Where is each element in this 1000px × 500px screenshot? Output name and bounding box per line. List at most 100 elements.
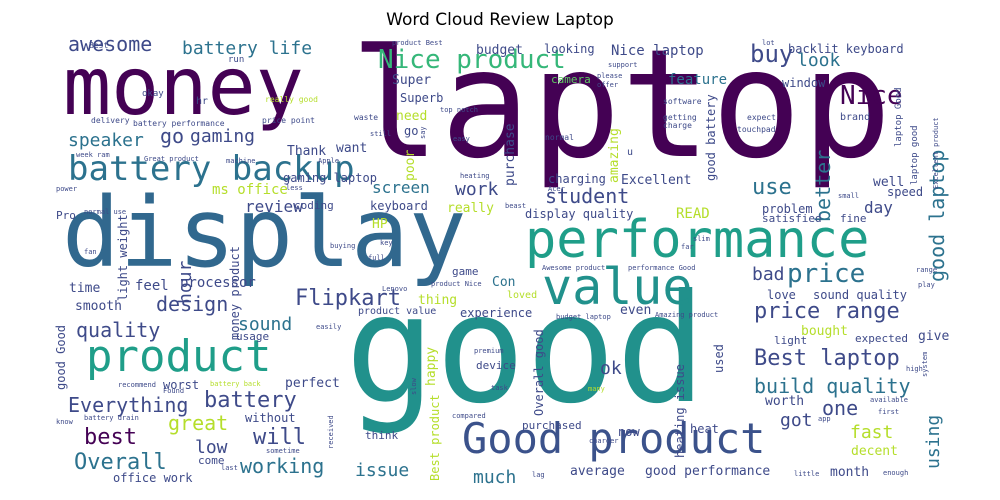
word-167: last — [221, 464, 238, 472]
word-43: fast — [850, 422, 894, 443]
word-26: sound — [238, 314, 293, 335]
word-cloud: laptop good display money performance value Go… — [50, 39, 950, 489]
word-58: camera — [551, 73, 591, 86]
word-96: light — [774, 334, 808, 347]
word-13: Best laptop — [754, 346, 900, 371]
word-7: product — [86, 331, 272, 382]
word-38: use — [752, 175, 792, 200]
word-144: play — [918, 281, 935, 289]
word-157: available — [870, 396, 908, 404]
word-93: bought — [801, 324, 848, 339]
word-82: time — [69, 281, 101, 296]
word-29: go — [160, 124, 185, 148]
word-40: ok — [600, 358, 622, 379]
word-41: one — [822, 396, 859, 420]
word-151: premium — [474, 347, 504, 355]
word-194: used — [712, 343, 726, 373]
word-78: well — [873, 175, 905, 190]
word-45: much — [473, 467, 517, 488]
word-179: less — [286, 184, 303, 192]
word-42: got — [780, 410, 813, 431]
word-36: buy — [750, 40, 794, 68]
word-118: battery performance — [133, 119, 225, 128]
word-21: will — [253, 425, 306, 450]
word-80: processor — [180, 275, 256, 291]
word-164: little — [794, 470, 820, 478]
word-76: fine — [840, 212, 867, 225]
word-77: day — [864, 198, 893, 217]
word-180: beast — [505, 202, 527, 210]
word-64: ms office — [212, 182, 288, 198]
word-200: Excellent product — [932, 117, 940, 190]
word-39: bad — [752, 264, 785, 285]
word-37: look — [797, 50, 841, 71]
word-135: Acer — [548, 185, 565, 193]
word-116: okay — [142, 89, 164, 99]
word-140: full — [368, 254, 385, 262]
word-104: purchased — [522, 419, 582, 432]
chart-title: Word Cloud Review Laptop — [386, 10, 614, 30]
word-30: gaming — [190, 126, 256, 147]
word-196: purchase — [503, 123, 518, 187]
word-89: experience — [460, 306, 533, 320]
word-27: awesome — [68, 39, 153, 56]
word-103: decent — [851, 444, 898, 459]
word-163: lag — [532, 471, 545, 479]
word-137: power — [56, 185, 78, 193]
word-73: display quality — [525, 207, 634, 221]
word-15: Flipkart — [295, 286, 401, 311]
word-19: Overall — [74, 450, 167, 475]
word-191: happy — [424, 346, 439, 386]
word-87: office work — [113, 471, 193, 485]
word-162: charger — [589, 437, 619, 445]
word-188: money product — [228, 245, 242, 340]
word-165: enough — [883, 469, 909, 477]
word-183: system — [921, 351, 929, 378]
word-1: good — [345, 263, 707, 437]
word-94: expected — [855, 332, 908, 345]
word-54: feature — [668, 72, 728, 88]
word-25: quality — [76, 318, 161, 342]
word-35: student — [545, 184, 630, 208]
word-173: offer — [597, 81, 619, 89]
word-59: need — [396, 109, 428, 124]
word-71: Excellent — [621, 173, 692, 188]
word-136: small — [838, 192, 860, 200]
word-197: good battery — [704, 94, 718, 182]
word-158: first — [878, 408, 900, 416]
word-11: price — [787, 259, 866, 289]
word-185: Found — [163, 387, 185, 395]
word-60: go — [404, 124, 419, 138]
word-121: waste — [354, 113, 379, 122]
word-113: Pro — [56, 209, 76, 222]
word-0: laptop — [350, 39, 892, 192]
word-174: say — [419, 125, 427, 139]
word-115: run — [228, 55, 245, 65]
word-6: Good product — [462, 414, 766, 463]
word-166: sometime — [266, 447, 300, 455]
word-74: problem — [762, 202, 813, 216]
word-31: speaker — [68, 130, 144, 151]
word-198: laptop Good — [894, 87, 904, 148]
word-125: software — [663, 97, 702, 106]
word-83: smooth — [75, 299, 122, 314]
word-63: want — [336, 141, 368, 156]
word-56: Super — [392, 73, 432, 88]
word-12: price range — [754, 299, 900, 324]
word-67: really — [447, 201, 494, 216]
word-95: give — [918, 329, 950, 344]
word-192: Overall good — [532, 329, 546, 417]
word-150: Amazing product — [655, 311, 719, 319]
word-138: normal use — [84, 208, 127, 216]
word-108: usage — [236, 330, 270, 343]
word-65: gaming laptop — [283, 171, 377, 185]
word-168: app — [818, 415, 831, 423]
word-119: price point — [262, 116, 315, 125]
word-193: heating issue — [673, 363, 687, 458]
word-124: normal — [545, 133, 574, 142]
word-4: performance — [525, 210, 870, 270]
word-61: poor — [403, 149, 418, 182]
word-127: charge — [663, 121, 692, 130]
word-102: month — [830, 465, 870, 480]
word-107: worst — [163, 378, 200, 392]
